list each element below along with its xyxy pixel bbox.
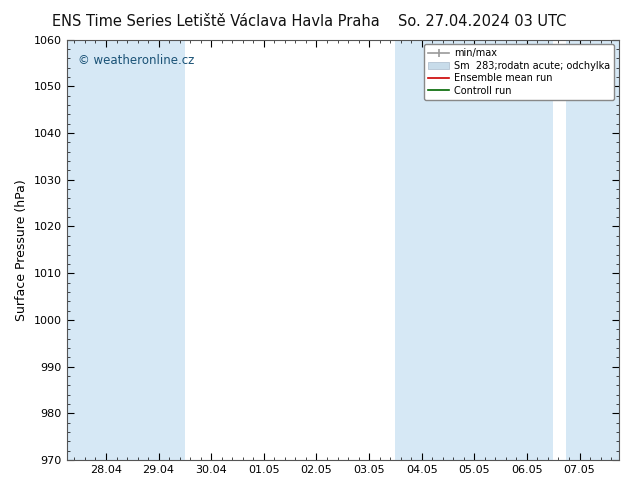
Bar	[67, 40, 133, 460]
Legend: min/max, Sm  283;rodatn acute; odchylka, Ensemble mean run, Controll run: min/max, Sm 283;rodatn acute; odchylka, …	[424, 45, 614, 99]
Text: So. 27.04.2024 03 UTC: So. 27.04.2024 03 UTC	[398, 14, 566, 29]
Text: © weatheronline.cz: © weatheronline.cz	[77, 54, 194, 67]
Bar	[396, 40, 553, 460]
Y-axis label: Surface Pressure (hPa): Surface Pressure (hPa)	[15, 179, 28, 321]
Text: ENS Time Series Letiště Václava Havla Praha: ENS Time Series Letiště Václava Havla Pr…	[52, 14, 379, 29]
Bar	[566, 40, 619, 460]
Bar	[133, 40, 185, 460]
